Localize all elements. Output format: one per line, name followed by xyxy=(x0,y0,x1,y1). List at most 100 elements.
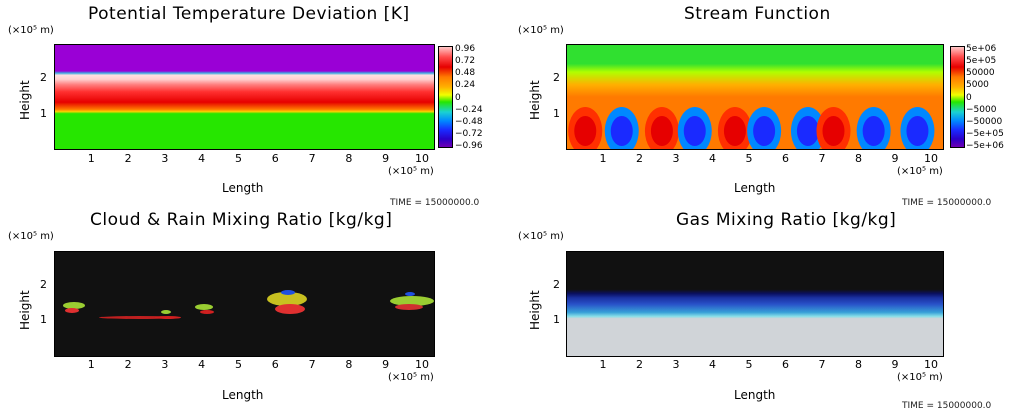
y-tick-label: 2 xyxy=(553,278,560,291)
x-tick-label: 5 xyxy=(745,152,753,165)
x-tick-label: 7 xyxy=(818,358,826,371)
cloud-patch xyxy=(275,304,305,314)
x-tick-label: 6 xyxy=(271,152,279,165)
x-tick-label: 3 xyxy=(161,152,169,165)
y-tick-label: 1 xyxy=(553,313,560,326)
y-unit-label: (×10⁵ m) xyxy=(8,25,54,36)
colorbar-label: −5e+06 xyxy=(966,141,1004,151)
cloud-patch xyxy=(405,292,415,296)
x-tick-label: 8 xyxy=(855,152,863,165)
x-tick-label: 6 xyxy=(271,358,279,371)
cloud-patch xyxy=(155,316,181,319)
cloud-patch xyxy=(390,296,434,306)
chart-title-gas: Gas Mixing Ratio [kg/kg] xyxy=(676,210,897,230)
cloud-patch xyxy=(161,310,171,314)
plot-area-gas xyxy=(566,251,944,357)
x-tick-label: 8 xyxy=(345,152,353,165)
x-tick-label: 10 xyxy=(924,358,939,371)
x-tick-label: 9 xyxy=(891,358,899,371)
x-tick-label: 6 xyxy=(782,152,790,165)
x-tick-label: 4 xyxy=(709,152,717,165)
y-tick-label: 2 xyxy=(40,71,47,84)
y-axis-label: Height xyxy=(18,290,32,330)
y-tick-label: 2 xyxy=(553,71,560,84)
colorbar-label: 5000 xyxy=(966,80,989,90)
cloud-patch xyxy=(281,290,295,295)
y-tick-label: 1 xyxy=(553,107,560,120)
stream-cell-core xyxy=(650,116,673,146)
x-axis-label: Length xyxy=(734,181,776,195)
colorbar-label: 0.72 xyxy=(455,56,476,66)
colorbar-label: 5e+05 xyxy=(966,56,997,66)
x-axis-label: Length xyxy=(222,181,264,195)
y-tick-label: 2 xyxy=(40,278,47,291)
x-tick-label: 7 xyxy=(308,358,316,371)
colorbar-label: −0.24 xyxy=(455,105,483,115)
x-axis-label: Length xyxy=(734,388,776,402)
x-tick-label: 8 xyxy=(855,358,863,371)
stream-cell-core xyxy=(610,116,633,146)
y-axis-label: Height xyxy=(18,80,32,120)
y-axis-label: Height xyxy=(528,290,542,330)
x-tick-label: 5 xyxy=(234,358,242,371)
x-tick-label: 2 xyxy=(636,358,643,371)
colorbar-label: −0.72 xyxy=(455,129,483,139)
x-tick-label: 3 xyxy=(672,358,680,371)
chart-title-theta: Potential Temperature Deviation [K] xyxy=(88,4,410,24)
x-tick-label: 1 xyxy=(87,358,95,371)
x-tick-label: 4 xyxy=(198,358,206,371)
x-tick-label: 10 xyxy=(414,358,429,371)
chart-title-cloud: Cloud & Rain Mixing Ratio [kg/kg] xyxy=(90,210,393,230)
stream-cell-core xyxy=(796,116,819,146)
colorbar-label: 0 xyxy=(455,93,461,103)
y-tick-label: 1 xyxy=(40,313,47,326)
stream-cell-core xyxy=(683,116,706,146)
cloud-patch xyxy=(65,308,79,313)
colorbar-label: 50000 xyxy=(966,68,995,78)
chart-title-stream: Stream Function xyxy=(684,4,831,24)
plot-area-theta xyxy=(54,44,435,150)
colorbar-label: 0.24 xyxy=(455,80,476,90)
x-tick-label: 8 xyxy=(345,358,353,371)
x-unit-label: (×10⁵ m) xyxy=(388,372,434,383)
x-tick-label: 9 xyxy=(891,152,899,165)
cloud-patches xyxy=(63,290,434,319)
x-tick-label: 2 xyxy=(636,152,643,165)
colorbar-stream xyxy=(950,46,965,148)
stream-cell-core xyxy=(574,116,597,146)
colorbar-label: −0.96 xyxy=(455,141,483,151)
x-tick-label: 2 xyxy=(124,152,132,165)
x-tick-label: 5 xyxy=(234,152,242,165)
plot-area-cloud xyxy=(54,251,435,357)
x-tick-label: 2 xyxy=(124,358,132,371)
x-unit-label: (×10⁵ m) xyxy=(897,166,943,177)
y-tick-label: 1 xyxy=(40,107,47,120)
y-unit-label: (×10⁵ m) xyxy=(518,25,564,36)
x-axis-label: Length xyxy=(222,388,264,402)
x-unit-label: (×10⁵ m) xyxy=(897,372,943,383)
time-label: TIME = 15000000.0 xyxy=(902,198,992,208)
y-unit-label: (×10⁵ m) xyxy=(8,231,54,242)
plot-area-stream xyxy=(566,44,944,150)
stream-cell-core xyxy=(862,116,885,146)
stream-cells xyxy=(568,107,935,149)
x-tick-label: 9 xyxy=(382,358,390,371)
x-tick-label: 10 xyxy=(924,152,939,165)
cloud-patch xyxy=(63,302,85,309)
colorbar-label: 0.96 xyxy=(455,44,476,54)
x-tick-label: 5 xyxy=(745,358,753,371)
colorbar-label: 5e+06 xyxy=(966,44,997,54)
x-tick-label: 9 xyxy=(382,152,390,165)
stream-cell-core xyxy=(822,116,845,146)
colorbar-label: −0.48 xyxy=(455,117,483,127)
y-axis-label: Height xyxy=(528,80,542,120)
colorbar-label: 0 xyxy=(966,93,972,103)
stream-cell-core xyxy=(723,116,746,146)
cloud-patch xyxy=(200,310,214,314)
x-tick-label: 7 xyxy=(818,152,826,165)
colorbar-label: −5000 xyxy=(966,105,997,115)
cloud-patch xyxy=(267,292,307,306)
colorbar-label: 0.48 xyxy=(455,68,476,78)
x-tick-label: 3 xyxy=(672,152,680,165)
x-tick-label: 4 xyxy=(198,152,206,165)
